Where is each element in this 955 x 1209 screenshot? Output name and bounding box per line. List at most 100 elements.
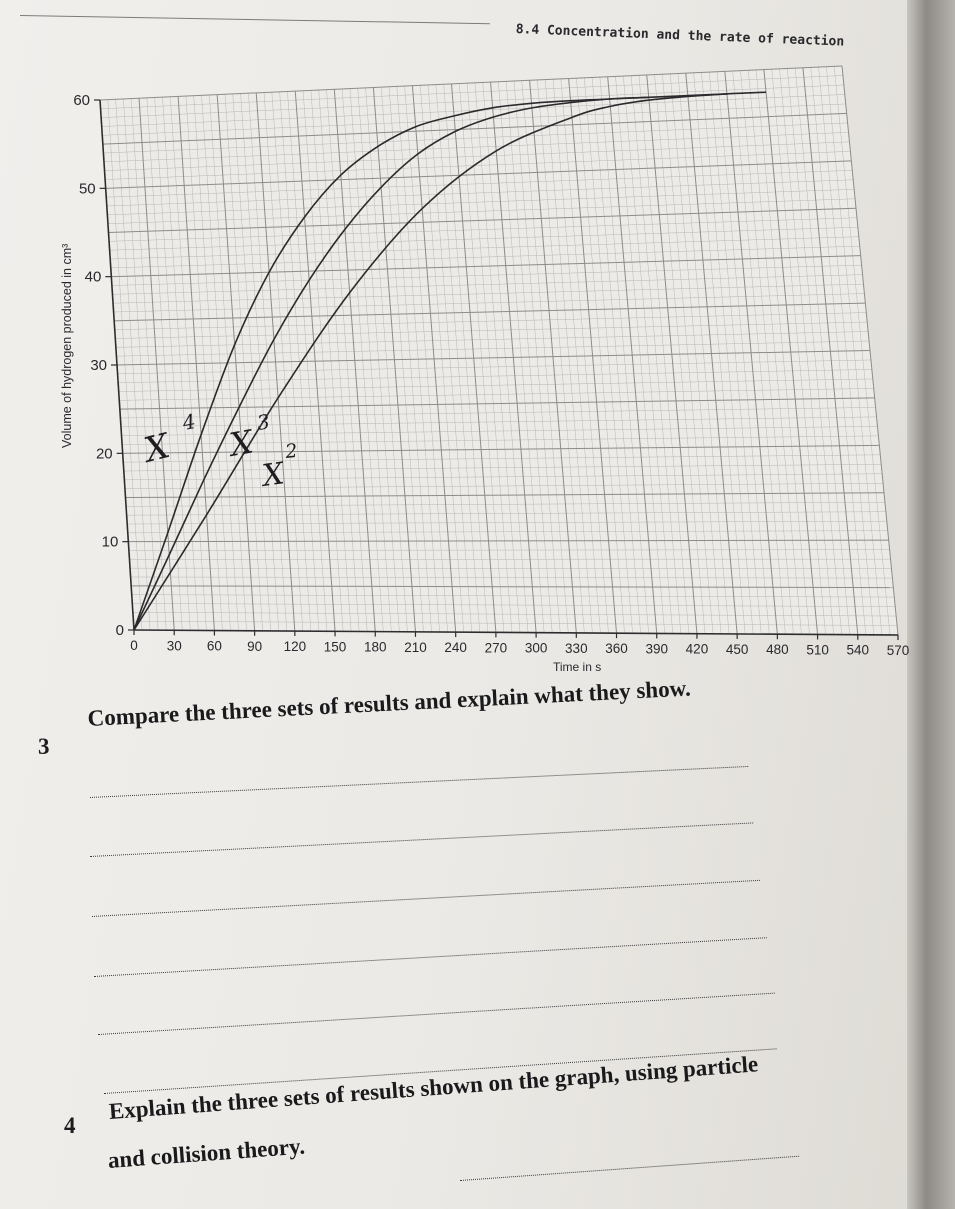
hydrogen-volume-graph: 0 30 60 90 120 150 180 210 240 270 300 330 360 390 420…	[60, 65, 909, 674]
minor-gridline	[104, 141, 850, 171]
minor-gridline	[116, 340, 870, 357]
minor-gridline	[119, 388, 874, 401]
x-tick-label: 240	[444, 640, 467, 655]
minor-gridline	[121, 426, 878, 436]
x-tick-label: 150	[324, 639, 347, 654]
major-gridline	[125, 492, 885, 498]
minor-gridline	[130, 576, 893, 579]
major-gridline	[99, 65, 843, 101]
minor-gridline	[105, 151, 851, 180]
major-gridline	[111, 255, 861, 278]
y-tick-label: 30	[90, 357, 107, 374]
major-gridline	[131, 585, 894, 589]
annotation-mark: 2	[283, 440, 298, 463]
minor-gridline	[118, 378, 873, 392]
curve-1	[133, 96, 649, 631]
major-gridline	[108, 207, 857, 233]
y-tick-label: 0	[116, 622, 124, 639]
curve-3	[133, 91, 767, 631]
minor-gridline	[132, 603, 896, 607]
minor-gridline	[128, 549, 890, 551]
minor-gridline	[123, 454, 881, 463]
minor-gridline	[103, 122, 848, 154]
chart-tick-labels: 0 30 60 90 120 150 180 210 240 270 300 330 360 390 420…	[73, 92, 909, 658]
x-tick-label: 60	[207, 639, 222, 654]
x-tick-label: 0	[130, 638, 138, 653]
minor-gridline	[120, 416, 877, 428]
question-3-number: 3	[38, 734, 50, 759]
minor-gridline	[102, 103, 846, 136]
curve-2	[133, 93, 727, 631]
x-tick-label: 570	[887, 643, 910, 658]
y-tick-label: 60	[73, 92, 90, 109]
x-tick-label: 90	[247, 639, 262, 654]
major-gridline	[102, 112, 847, 145]
minor-gridline	[101, 84, 844, 118]
minor-gridline	[111, 264, 862, 286]
minor-gridline	[126, 501, 885, 507]
x-tick-label: 390	[645, 641, 668, 656]
minor-gridline	[112, 274, 863, 295]
x-tick-label: 270	[485, 640, 508, 655]
y-tick-label: 10	[102, 534, 119, 551]
minor-gridline	[124, 483, 884, 489]
x-tick-label: 360	[605, 641, 628, 656]
major-gridline	[128, 539, 889, 543]
minor-gridline	[113, 293, 865, 313]
minor-gridline	[106, 170, 853, 198]
annotation-mark: 3	[255, 409, 271, 435]
minor-gridline	[109, 226, 858, 251]
x-tick-label: 450	[726, 642, 749, 657]
minor-gridline	[124, 473, 883, 481]
y-axis-label: Volume of hydrogen produced in cm³	[60, 244, 74, 448]
minor-gridline	[110, 236, 859, 260]
x-tick-label: 510	[806, 642, 829, 657]
chart-axes	[94, 99, 899, 640]
x-tick-label: 210	[404, 640, 427, 655]
minor-gridline	[107, 189, 855, 216]
minor-gridline	[100, 75, 843, 110]
minor-gridline	[103, 132, 849, 163]
x-tick-label: 480	[766, 642, 789, 657]
minor-gridline	[133, 620, 898, 626]
major-gridline	[122, 444, 880, 454]
major-gridline	[114, 302, 866, 322]
x-tick-label: 30	[167, 638, 182, 653]
chart-series	[133, 91, 767, 631]
minor-gridline	[127, 520, 887, 525]
major-gridline	[119, 397, 875, 410]
minor-gridline	[126, 511, 886, 516]
x-tick-label: 420	[686, 642, 709, 657]
minor-gridline	[122, 435, 879, 445]
y-tick-label: 50	[79, 180, 96, 197]
y-tick-label: 40	[85, 269, 102, 286]
minor-gridline	[109, 217, 857, 242]
minor-gridline	[117, 359, 871, 375]
minor-gridline	[123, 464, 882, 472]
x-tick-label: 330	[565, 641, 588, 656]
minor-gridline	[132, 612, 897, 617]
minor-gridline	[107, 198, 856, 224]
x-axis-line	[133, 629, 899, 636]
major-grid	[99, 65, 899, 636]
minor-gridline	[131, 594, 895, 598]
page-edge	[907, 0, 955, 1209]
minor-gridline	[106, 179, 854, 207]
minor-gridline	[114, 312, 867, 330]
minor-gridline	[118, 369, 872, 383]
minor-gridline	[101, 94, 845, 127]
x-tick-label: 300	[525, 641, 548, 656]
x-tick-label: 120	[284, 639, 307, 654]
major-gridline	[116, 350, 871, 366]
minor-gridline	[113, 283, 864, 304]
minor-gridline	[115, 331, 869, 348]
major-gridline	[105, 160, 852, 189]
minor-gridline	[120, 407, 876, 419]
minor-gridline	[115, 321, 868, 339]
y-tick-label: 20	[96, 445, 113, 462]
x-tick-label: 180	[364, 640, 387, 655]
x-tick-label: 540	[847, 643, 870, 658]
annotation-mark: 4	[180, 409, 198, 435]
minor-gridline	[110, 245, 860, 269]
